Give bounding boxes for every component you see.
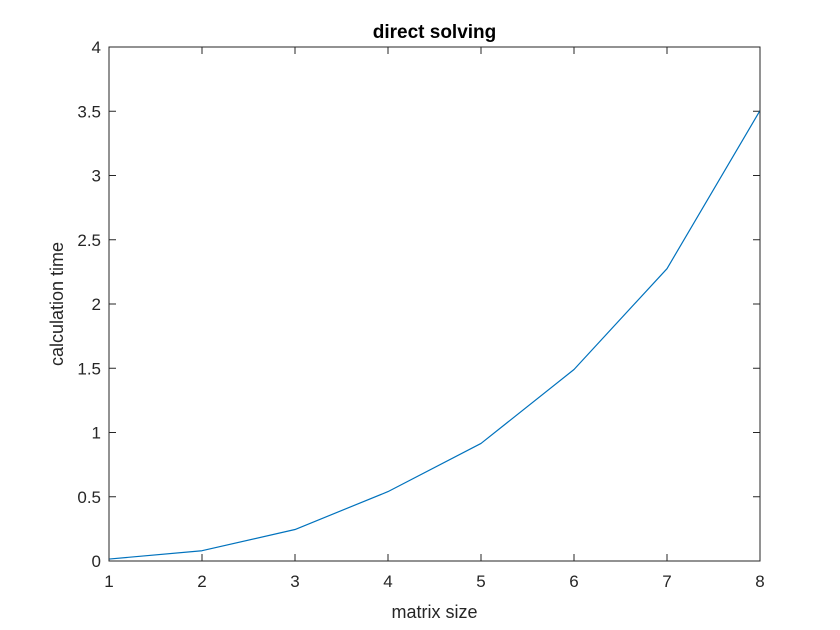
y-tick-label: 3.5 [77,102,101,121]
x-tick-label: 5 [476,572,485,591]
y-tick-label: 2.5 [77,231,101,250]
plot-area [109,47,760,561]
y-tick-label: 2 [92,295,101,314]
y-tick-label: 0.5 [77,488,101,507]
x-tick-label: 7 [662,572,671,591]
x-axis-label: matrix size [391,602,477,622]
x-axis-ticks: 1 2 3 4 5 6 7 8 [104,47,765,591]
y-tick-label: 3 [92,167,101,186]
y-tick-label: 0 [92,552,101,571]
series-layer [108,110,761,560]
axes-box [108,46,761,562]
series-line [108,110,761,560]
x-tick-label: 8 [755,572,764,591]
x-tick-label: 3 [290,572,299,591]
y-tick-label: 1 [92,424,101,443]
chart-title: direct solving [373,22,497,43]
x-tick-label: 1 [104,572,113,591]
y-tick-label: 1.5 [77,359,101,378]
y-axis-label: calculation time [47,242,67,366]
y-axis-ticks: 0 0.5 1 1.5 2 2.5 3 3.5 4 [77,38,760,571]
x-tick-label: 4 [383,572,392,591]
y-tick-label: 4 [92,38,101,57]
x-tick-label: 2 [197,572,206,591]
x-tick-label: 6 [569,572,578,591]
